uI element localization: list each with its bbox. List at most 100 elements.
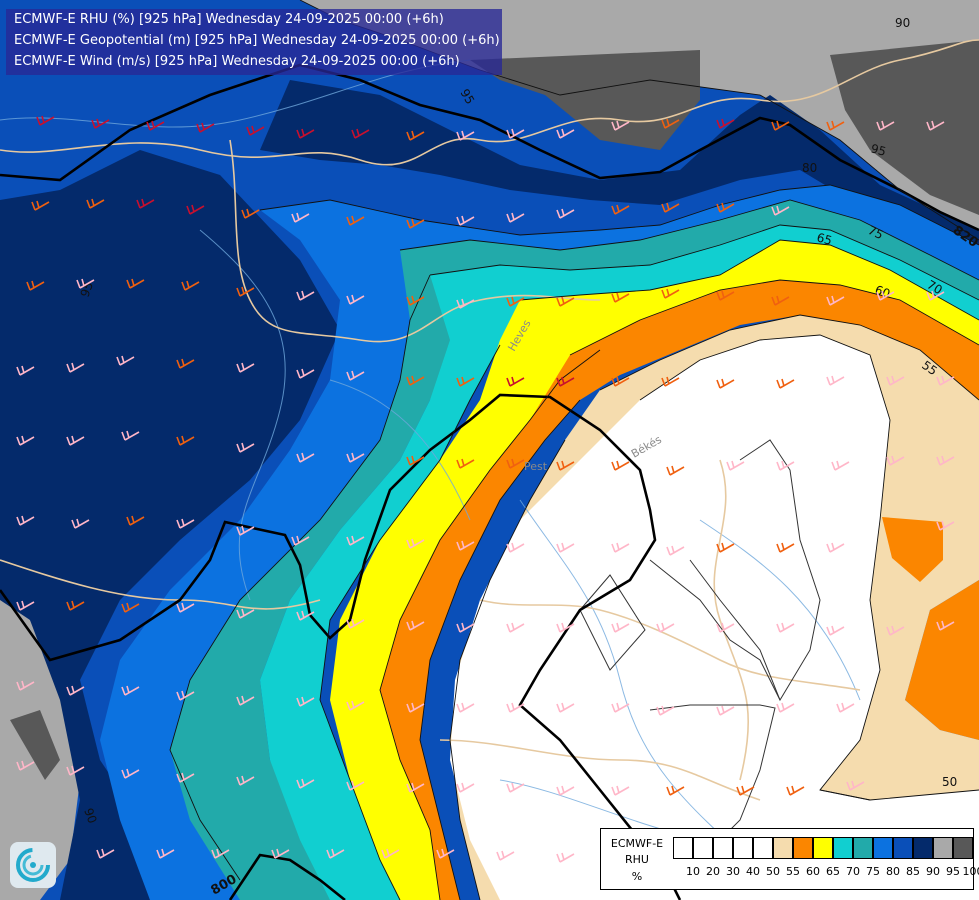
wind-barb [661, 118, 680, 129]
legend-tick-label: 50 [766, 865, 780, 878]
wind-barb [66, 765, 85, 776]
wind-barb [886, 455, 905, 466]
wind-barb [771, 205, 790, 216]
rhu-fill-60-small-inner [882, 517, 943, 582]
wind-barb [611, 204, 630, 215]
wind-barb [346, 618, 365, 629]
wind-barb [436, 848, 455, 859]
wind-barb [456, 376, 475, 387]
contour-label: 50 [942, 775, 957, 789]
wind-barb [936, 375, 955, 386]
legend-tick-label: 90 [926, 865, 940, 878]
wind-barb [31, 200, 50, 211]
legend-model: ECMWF-E [610, 837, 664, 850]
wind-barb [826, 295, 845, 306]
wind-barb [836, 702, 855, 713]
legend-swatch [713, 837, 733, 859]
wind-barb [346, 700, 365, 711]
wind-barb [406, 218, 425, 229]
wind-barb [656, 705, 675, 716]
wind-barb [406, 375, 425, 386]
wind-barb [91, 118, 110, 129]
legend-tick-label: 20 [706, 865, 720, 878]
wind-barb [236, 442, 255, 453]
title-geopotential: ECMWF-E Geopotential (m) [925 hPa] Wedne… [14, 33, 500, 48]
wind-barb [661, 202, 680, 213]
legend-swatch [813, 837, 833, 859]
legend-swatch [753, 837, 773, 859]
wind-barb [296, 696, 315, 707]
wind-barb [611, 702, 630, 713]
title-wind: ECMWF-E Wind (m/s) [925 hPa] Wednesday 2… [14, 54, 460, 69]
wind-barb [346, 294, 365, 305]
wind-barb [346, 215, 365, 226]
wind-barb [926, 120, 945, 131]
rhu-fill-50 [450, 335, 979, 900]
contour-label: 95 [869, 141, 887, 158]
wind-barb [271, 848, 290, 859]
wind-barb [346, 370, 365, 381]
wind-barb [456, 622, 475, 633]
wind-barb [406, 620, 425, 631]
legend-unit: % [631, 870, 643, 883]
contour-label: 90 [81, 806, 99, 825]
wind-barb [236, 362, 255, 373]
legend-tick-label: 95 [946, 865, 960, 878]
legend-swatch [673, 837, 693, 859]
wind-barb [831, 460, 850, 471]
wind-barb [116, 355, 135, 366]
wind-barb [456, 782, 475, 793]
wind-barb [326, 848, 345, 859]
title-rhu: ECMWF-E RHU (%) [925 hPa] Wednesday 24-0… [14, 12, 444, 27]
geopotential-800 [0, 393, 682, 900]
wind-barb [666, 465, 685, 476]
wind-barb [506, 376, 525, 387]
wind-barb [936, 520, 955, 531]
wind-barb [36, 115, 55, 126]
rhu-legend: ECMWF-E RHU % 10 20 30 40 50 55 60 65 70 75 80 85 90… [600, 828, 979, 890]
wind-barb [406, 538, 425, 549]
rhu-fill-90-left [0, 150, 340, 900]
wind-barb [666, 785, 685, 796]
wind-barb [656, 622, 675, 633]
wind-barb [506, 212, 525, 223]
wind-barb [296, 778, 315, 789]
wind-barb [876, 290, 895, 301]
wind-barb [771, 295, 790, 306]
wind-barb [556, 702, 575, 713]
contour-label: 75 [866, 223, 886, 242]
wind-barb [556, 208, 575, 219]
wind-barb [146, 120, 165, 131]
wind-barb [716, 622, 735, 633]
legend-tick-label: 100 [962, 865, 979, 878]
wind-barb [826, 625, 845, 636]
wind-barb [776, 542, 795, 553]
wind-barb [556, 128, 575, 139]
wind-barb [406, 295, 425, 306]
wind-barb [211, 848, 230, 859]
wind-barb [776, 378, 795, 389]
ecmwf-logo [10, 842, 56, 888]
legend-variable: RHU [625, 853, 649, 866]
wind-barb [506, 296, 525, 307]
wind-barb [16, 680, 35, 691]
wind-barb [406, 130, 425, 141]
wind-barb [611, 542, 630, 553]
wind-barb [236, 695, 255, 706]
wind-barb [506, 782, 525, 793]
rhu-fill-60 [380, 280, 979, 900]
wind-barb [456, 702, 475, 713]
wind-barb [236, 525, 255, 536]
wind-barb [16, 760, 35, 771]
wind-barb [96, 848, 115, 859]
wind-barb [346, 452, 365, 463]
wind-barb [611, 120, 630, 131]
contour-label: 95 [78, 280, 96, 299]
wind-barb [16, 435, 35, 446]
legend-tick-label: 70 [846, 865, 860, 878]
wind-barb [456, 130, 475, 141]
wind-barb [296, 128, 315, 139]
rhu-fill-100-top [470, 50, 700, 150]
legend-swatch [873, 837, 893, 859]
wind-barb [296, 368, 315, 379]
